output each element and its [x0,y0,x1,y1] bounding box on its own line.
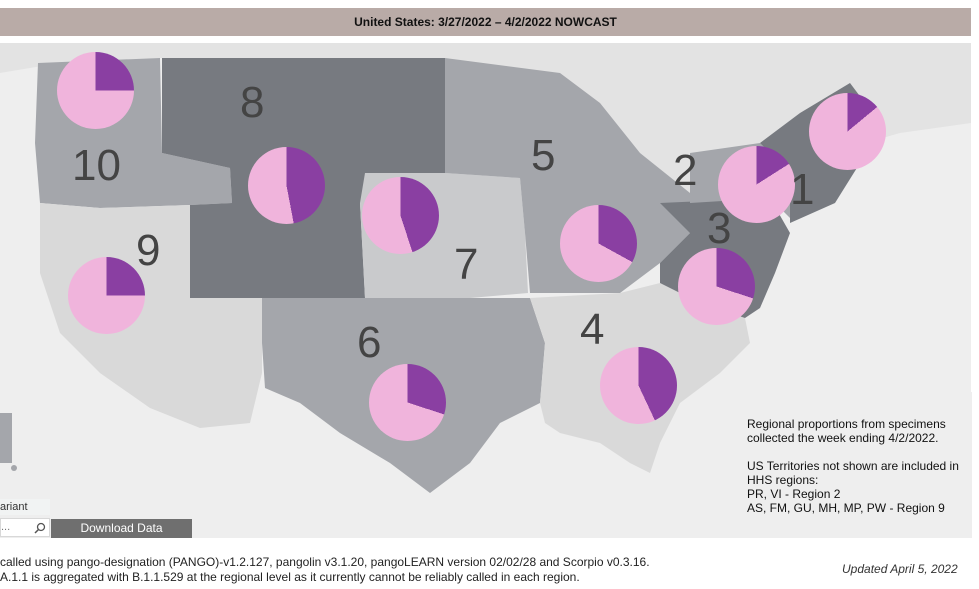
variant-search-input[interactable]: ... [0,518,50,537]
region-label-10: 10 [72,141,121,190]
pie-region-7[interactable] [362,177,439,254]
hhs-region-map[interactable]: 10 8 9 7 6 5 4 3 2 1 [0,43,971,538]
info-box: Regional proportions from specimens coll… [747,392,972,538]
map-title: United States: 3/27/2022 – 4/2/2022 NOWC… [0,8,971,36]
pie-region-10[interactable] [57,52,134,129]
updated-date: Updated April 5, 2022 [842,562,958,576]
region-label-3: 3 [707,204,732,253]
pie-region-5[interactable] [560,205,637,282]
info-line: HHS regions: [747,473,819,487]
pie-region-4[interactable] [600,347,677,424]
search-icon[interactable] [34,522,46,534]
pie-region-3[interactable] [678,248,755,325]
pie-region-2[interactable] [718,146,795,223]
info-line: PR, VI - Region 2 [747,487,841,501]
region-label-5: 5 [531,131,556,180]
pie-region-1[interactable] [809,93,886,170]
region-label-9: 9 [136,226,161,275]
region-label-4: 4 [580,305,605,354]
footnote-line-1: called using pango-designation (PANGO)-v… [0,555,650,569]
variant-filter-label: ariant [0,499,50,515]
info-line: AS, FM, GU, MH, MP, PW - Region 9 [747,501,945,515]
info-line: Regional proportions from specimens [747,417,946,431]
info-line: collected the week ending 4/2/2022. [747,431,939,445]
region-label-7: 7 [454,240,479,289]
region-label-8: 8 [240,78,265,127]
region-label-6: 6 [357,318,382,367]
download-data-button[interactable]: Download Data [51,519,192,538]
region-label-1: 1 [790,165,815,214]
pie-region-8[interactable] [248,147,325,224]
footnote-line-2: A.1.1 is aggregated with B.1.1.529 at th… [0,570,580,584]
pie-region-6[interactable] [369,364,446,441]
info-line: US Territories not shown are included in [747,459,959,473]
search-placeholder: ... [1,521,11,533]
region-label-2: 2 [673,146,698,195]
pie-region-9[interactable] [68,257,145,334]
